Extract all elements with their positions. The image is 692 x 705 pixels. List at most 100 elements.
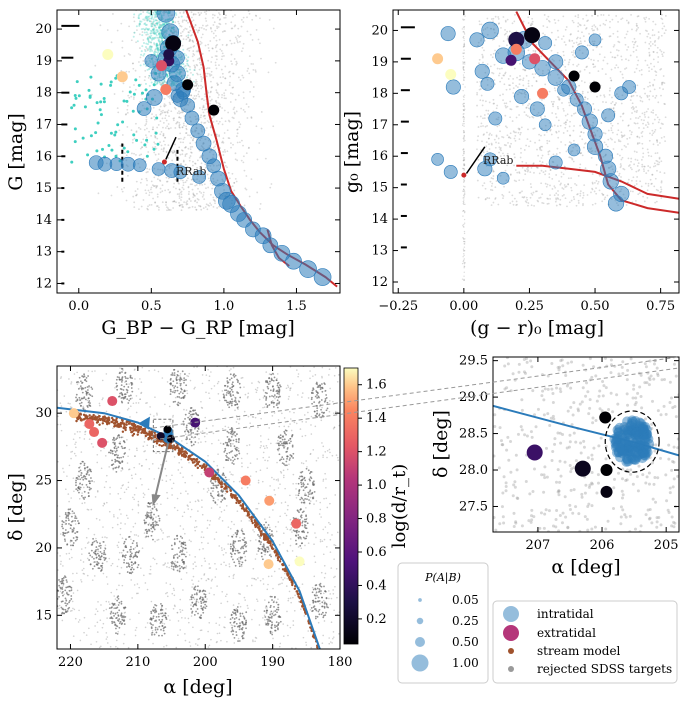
gaia-field-star: [178, 188, 181, 191]
sdss-field-star: [591, 188, 594, 191]
gaia-member-star: [187, 56, 190, 59]
sdss-field-star: [655, 113, 657, 116]
sdss-field-star: [602, 22, 605, 25]
sdss-field-star: [557, 194, 560, 196]
gaia-member-star: [157, 32, 160, 35]
gaia-member-star: [136, 8, 138, 10]
sdss-field-star: [463, 163, 465, 165]
sdss-field-star: [463, 69, 465, 71]
sdss-field-star: [596, 27, 599, 30]
gaia-member-star: [157, 26, 160, 29]
sdss-field-star: [513, 197, 516, 200]
sky-rejected-target: [210, 371, 212, 373]
gaia-field-star: [154, 142, 157, 145]
sdss-field-star: [526, 138, 529, 140]
gaia-member-star: [148, 36, 151, 39]
sdss-field-star: [476, 139, 479, 142]
gaia-field-star: [164, 136, 166, 139]
sdss-field-star: [513, 20, 516, 23]
gaia-field-star: [174, 178, 177, 181]
gaia-field-star: [193, 26, 196, 29]
gaia-member-star: [138, 23, 141, 26]
sdss-field-star: [518, 179, 521, 182]
gaia-field-star: [184, 146, 187, 149]
gaia-field-star: [166, 209, 168, 212]
sky-rejected-target: [191, 586, 193, 588]
sky-rejected-target: [193, 387, 196, 390]
sky-rejected-target: [59, 590, 62, 593]
gaia-field-star: [159, 133, 162, 136]
sdss-field-star: [492, 98, 495, 101]
sdss-field-star: [463, 44, 465, 46]
gaia-member-star: [145, 27, 148, 30]
sdss-field-star: [491, 182, 494, 185]
gaia-extratidal-star: [116, 71, 128, 83]
sdss-field-star: [502, 152, 504, 155]
sky-rejected-target: [237, 408, 239, 410]
gaia-cmd-ytick-label: 13: [35, 245, 52, 260]
gaia-member-star: [87, 88, 91, 92]
gaia-field-star: [272, 125, 275, 128]
sdss-field-star: [481, 184, 484, 187]
gaia-field-star: [127, 94, 130, 97]
gaia-member-star: [148, 6, 150, 8]
gaia-field-star: [240, 25, 243, 28]
gaia-member-star: [73, 93, 77, 97]
sdss-field-star: [646, 30, 648, 33]
sdss-field-star: [552, 100, 555, 103]
sky-rejected-target: [265, 371, 268, 373]
sdss-field-star: [546, 203, 549, 205]
gaia-field-star: [194, 82, 197, 85]
sdss-field-star: [543, 14, 546, 16]
gaia-field-star: [195, 84, 198, 87]
sdss-field-star: [563, 165, 566, 168]
sdss-field-star: [492, 72, 495, 75]
sky-rejected-target: [225, 564, 227, 567]
gaia-member-star: [158, 32, 161, 35]
sky-rejected-target: [173, 604, 176, 607]
gaia-member-star: [145, 6, 147, 8]
sky-rejected-target: [309, 377, 311, 380]
sdss-field-star: [513, 153, 516, 156]
sdss-field-star: [625, 33, 628, 36]
sdss-field-star: [463, 135, 466, 137]
sdss-field-star: [515, 105, 518, 108]
gaia-field-star: [236, 34, 239, 37]
gaia-member-star: [138, 22, 141, 25]
sdss-field-star: [533, 204, 535, 207]
gaia-field-star: [172, 117, 175, 120]
gaia-field-star: [194, 195, 196, 197]
sky-rejected-target: [258, 381, 261, 384]
gaia-field-star: [151, 184, 154, 186]
sdss-field-star: [620, 102, 623, 105]
sky-rejected-target: [279, 483, 281, 485]
gaia-member-star: [157, 49, 160, 52]
sdss-field-star: [462, 55, 465, 58]
sdss-cmd-xtick-label: 0.50: [581, 299, 610, 314]
sdss-field-star: [556, 125, 559, 127]
gaia-field-star: [226, 150, 229, 153]
gaia-field-star: [167, 207, 169, 210]
gaia-field-star: [236, 62, 238, 65]
sdss-field-star: [631, 28, 633, 31]
gaia-member-star: [153, 3, 155, 5]
gaia-member-star: [121, 120, 125, 124]
gaia-field-star: [152, 106, 155, 109]
gaia-field-star: [213, 21, 216, 24]
sdss-field-star: [661, 13, 663, 16]
sdss-field-star: [660, 181, 663, 184]
sdss-field-star: [521, 196, 524, 199]
gaia-field-star: [193, 13, 195, 15]
sky-rejected-target: [329, 641, 332, 643]
sdss-field-star: [509, 75, 512, 77]
sdss-field-star: [571, 157, 574, 160]
gaia-field-star: [177, 137, 180, 140]
gaia-field-star: [243, 169, 246, 172]
sdss-field-star: [541, 193, 544, 196]
sky-rejected-target: [297, 375, 299, 378]
sdss-field-star: [580, 42, 583, 45]
gaia-field-star: [238, 126, 241, 129]
gaia-member-star: [140, 91, 144, 95]
gaia-field-star: [218, 93, 220, 96]
gaia-field-star: [210, 74, 213, 76]
